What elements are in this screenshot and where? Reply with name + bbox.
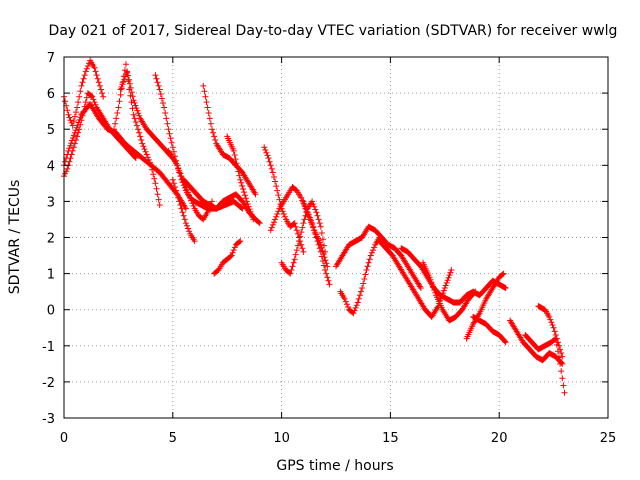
series-19: [376, 238, 455, 320]
x-tick-label: 0: [60, 431, 68, 446]
data-point-markers: [522, 332, 568, 396]
series-23: [470, 313, 509, 346]
data-point-markers: [117, 68, 176, 162]
y-tick-label: 1: [47, 268, 55, 283]
series-11: [211, 238, 244, 277]
data-point-markers: [165, 147, 215, 223]
x-tick-label: 5: [169, 431, 177, 446]
data-point-markers: [420, 259, 479, 324]
y-tick-label: 2: [47, 232, 55, 247]
y-tick-label: -2: [42, 376, 55, 391]
data-point-markers: [463, 270, 507, 342]
axis-tick-labels: 0 5 10 15 20 25 -3 -2 -1 0 1 2 3 4 5 6 7: [42, 51, 616, 446]
data-point-markers: [470, 313, 509, 346]
y-tick-label: 5: [47, 123, 55, 138]
x-tick-label: 25: [600, 431, 617, 446]
y-tick-label: 6: [47, 87, 55, 102]
series-7: [165, 147, 215, 223]
series-25: [522, 332, 568, 396]
y-tick-label: -1: [42, 340, 55, 355]
series-22: [463, 270, 507, 342]
series-26: [535, 303, 566, 360]
axis-ticks: [63, 56, 609, 419]
series-21: [420, 259, 479, 324]
x-tick-label: 10: [273, 431, 290, 446]
series-12: [224, 133, 257, 223]
data-point-markers: [333, 223, 424, 291]
y-axis-label: SDTVAR / TECUs: [7, 180, 23, 295]
series-8: [200, 82, 259, 198]
y-tick-label: -3: [42, 412, 55, 427]
y-tick-label: 0: [47, 304, 55, 319]
x-tick-label: 20: [491, 431, 508, 446]
data-point-markers: [337, 234, 383, 317]
data-point-markers: [278, 198, 329, 277]
data-points: [61, 57, 568, 396]
data-point-markers: [535, 303, 566, 360]
data-point-markers: [200, 82, 259, 198]
y-tick-label: 4: [47, 159, 55, 174]
x-tick-label: 15: [382, 431, 399, 446]
data-point-markers: [300, 198, 333, 288]
y-tick-label: 7: [47, 51, 55, 66]
chart-title: Day 021 of 2017, Sidereal Day-to-day VTE…: [49, 23, 618, 39]
data-point-markers: [224, 133, 257, 223]
series-16: [300, 198, 333, 288]
series-18: [337, 234, 383, 317]
series-17: [333, 223, 424, 291]
series-5: [117, 68, 176, 162]
data-point-markers: [376, 238, 455, 320]
data-point-markers: [169, 176, 198, 245]
series-10: [169, 176, 198, 245]
y-tick-label: 3: [47, 195, 55, 210]
x-axis-label: GPS time / hours: [276, 458, 393, 474]
series-15: [278, 198, 329, 277]
data-point-markers: [211, 238, 244, 277]
